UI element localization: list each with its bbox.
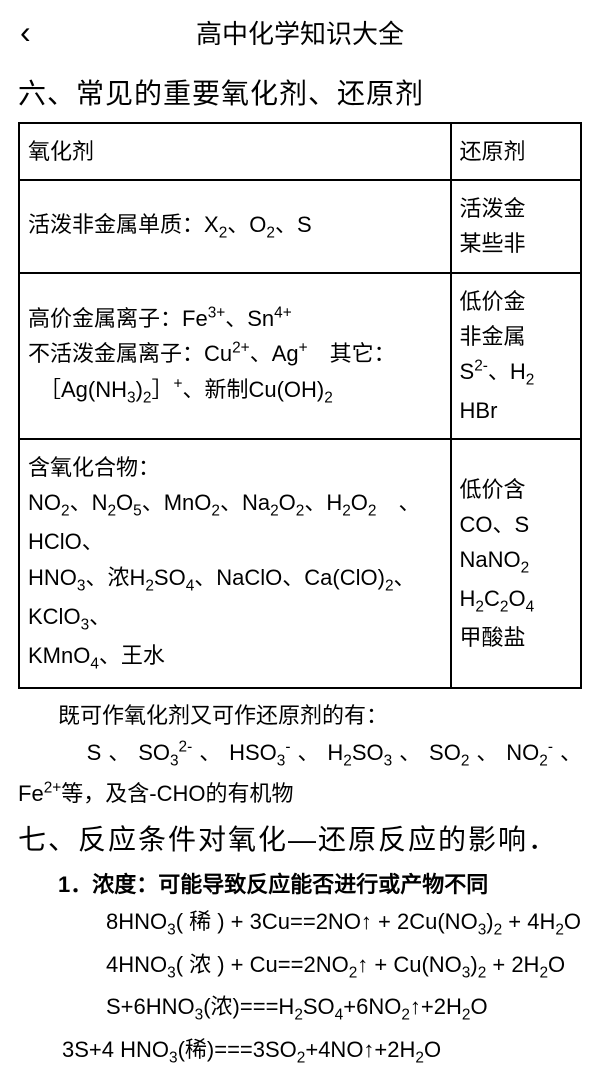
- section-6-note-line2: S 、 SO32- 、 HSO3- 、 H2SO3 、 SO2 、 NO2- 、…: [18, 734, 582, 812]
- equation-3: S+6HNO3(浓)===H2SO4+6NO2↑+2H2O: [18, 988, 582, 1029]
- equation-1: 8HNO3( 稀 ) + 3Cu==2NO↑ + 2Cu(NO3)2 + 4H2…: [18, 903, 582, 944]
- section-6-note-line1: 既可作氧化剂又可作还原剂的有：: [18, 697, 582, 734]
- main-content: 六、常见的重要氧化剂、还原剂 氧化剂 还原剂 活泼非金属单质：X2、O2、S 活…: [0, 72, 600, 1072]
- reducer-cell-1: 活泼金某些非: [451, 180, 581, 272]
- table-row: 含氧化合物：NO2、N2O5、MnO2、Na2O2、H2O2 、HClO、HNO…: [19, 439, 581, 688]
- reducer-cell-2: 低价金非金属S2-、H2HBr: [451, 273, 581, 440]
- section-7-title: 七、反应条件对氧化—还原反应的影响．: [18, 820, 582, 859]
- oxidizer-cell-3: 含氧化合物：NO2、N2O5、MnO2、Na2O2、H2O2 、HClO、HNO…: [19, 439, 451, 688]
- equation-2: 4HNO3( 浓 ) + Cu==2NO2↑ + Cu(NO3)2 + 2H2O: [18, 946, 582, 987]
- oxidizer-cell-1: 活泼非金属单质：X2、O2、S: [19, 180, 451, 272]
- page-title: 高中化学知识大全: [196, 14, 404, 51]
- section-7-point-1: 1．浓度：可能导致反应能否进行或产物不同: [18, 867, 582, 899]
- oxidizer-reducer-table: 氧化剂 还原剂 活泼非金属单质：X2、O2、S 活泼金某些非 高价金属离子：Fe…: [18, 122, 582, 689]
- table-row: 活泼非金属单质：X2、O2、S 活泼金某些非: [19, 180, 581, 272]
- oxidizer-cell-2: 高价金属离子：Fe3+、Sn4+不活泼金属离子：Cu2+、Ag+ 其它： ［Ag…: [19, 273, 451, 440]
- col-header-reducer: 还原剂: [451, 123, 581, 180]
- reducer-cell-3: 低价含CO、SNaNO2H2C2O4甲酸盐: [451, 439, 581, 688]
- col-header-oxidizer: 氧化剂: [19, 123, 451, 180]
- back-icon[interactable]: ‹: [12, 14, 39, 51]
- table-row: 高价金属离子：Fe3+、Sn4+不活泼金属离子：Cu2+、Ag+ 其它： ［Ag…: [19, 273, 581, 440]
- table-header-row: 氧化剂 还原剂: [19, 123, 581, 180]
- app-header: ‹ 高中化学知识大全: [0, 0, 600, 64]
- equation-4: 3S+4 HNO3(稀)===3SO2+4NO↑+2H2O: [18, 1031, 582, 1072]
- section-6-title: 六、常见的重要氧化剂、还原剂: [18, 72, 582, 112]
